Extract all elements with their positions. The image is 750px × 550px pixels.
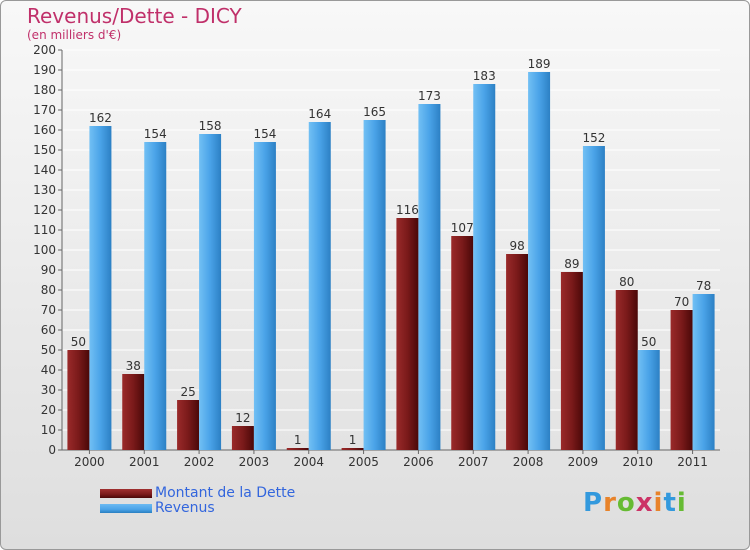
y-tick-label: 160	[33, 123, 56, 137]
data-label: 173	[418, 89, 441, 103]
y-tick-label: 50	[41, 343, 56, 357]
bar-dette	[396, 218, 419, 450]
bar-dette	[231, 426, 254, 450]
data-label: 50	[641, 335, 656, 349]
data-label: 158	[199, 119, 222, 133]
proxiti-logo: Proxiti	[583, 488, 687, 518]
data-label: 183	[473, 69, 496, 83]
logo-letter: i	[653, 488, 664, 518]
y-tick-label: 80	[41, 283, 56, 297]
data-label: 152	[582, 131, 605, 145]
y-tick-label: 100	[33, 243, 56, 257]
y-tick-label: 110	[33, 223, 56, 237]
logo-letter: P	[583, 488, 604, 518]
bar-revenus	[363, 120, 386, 450]
bar-revenus	[528, 72, 551, 450]
bar-dette	[67, 350, 90, 450]
y-tick-label: 130	[33, 183, 56, 197]
data-label: 1	[349, 433, 357, 447]
bar-dette	[560, 272, 583, 450]
bar-revenus	[418, 104, 441, 450]
data-label: 162	[89, 111, 112, 125]
bar-dette	[177, 400, 200, 450]
data-label: 164	[308, 107, 331, 121]
data-label: 98	[509, 239, 524, 253]
bar-revenus	[308, 122, 331, 450]
legend-label-dette: Montant de la Dette	[155, 485, 296, 501]
y-tick-label: 60	[41, 323, 56, 337]
bar-dette	[615, 290, 638, 450]
y-tick-label: 30	[41, 383, 56, 397]
x-tick-label: 2011	[677, 455, 708, 469]
data-label: 80	[619, 275, 634, 289]
y-tick-label: 90	[41, 263, 56, 277]
x-tick-label: 2000	[74, 455, 105, 469]
x-tick-label: 2001	[129, 455, 160, 469]
x-tick-label: 2002	[184, 455, 215, 469]
legend-swatch-revenus	[100, 504, 152, 513]
y-tick-label: 120	[33, 203, 56, 217]
y-tick-label: 200	[33, 43, 56, 57]
bar-dette	[506, 254, 529, 450]
y-tick-label: 40	[41, 363, 56, 377]
logo-letter: x	[635, 488, 654, 518]
data-label: 154	[253, 127, 276, 141]
bar-revenus	[637, 350, 660, 450]
bar-dette	[286, 448, 309, 450]
y-tick-label: 170	[33, 103, 56, 117]
y-tick-label: 190	[33, 63, 56, 77]
chart-subtitle: (en milliers d'€)	[27, 28, 122, 42]
x-tick-label: 2006	[403, 455, 434, 469]
data-label: 189	[528, 57, 551, 71]
bar-revenus	[89, 126, 112, 450]
bar-dette	[670, 310, 693, 450]
data-label: 12	[235, 411, 250, 425]
x-tick-label: 2003	[239, 455, 270, 469]
x-tick-label: 2010	[622, 455, 653, 469]
bar-revenus	[199, 134, 222, 450]
bar-dette	[341, 448, 364, 450]
bar-revenus	[692, 294, 715, 450]
data-label: 89	[564, 257, 579, 271]
data-label: 116	[396, 203, 419, 217]
data-label: 1	[294, 433, 302, 447]
logo-letter: t	[663, 488, 677, 518]
x-tick-label: 2005	[348, 455, 379, 469]
x-tick-label: 2007	[458, 455, 489, 469]
data-label: 154	[144, 127, 167, 141]
bar-revenus	[582, 146, 605, 450]
x-tick-label: 2004	[293, 455, 324, 469]
legend-swatch-dette	[100, 489, 152, 498]
data-label: 165	[363, 105, 386, 119]
data-label: 38	[126, 359, 141, 373]
y-tick-label: 180	[33, 83, 56, 97]
legend-label-revenus: Revenus	[155, 500, 215, 516]
data-label: 70	[674, 295, 689, 309]
x-tick-label: 2008	[513, 455, 544, 469]
chart-title: Revenus/Dette - DICY	[27, 4, 242, 28]
logo-letter: o	[616, 488, 636, 518]
bar-revenus	[144, 142, 167, 450]
x-tick-label: 2009	[568, 455, 599, 469]
bar-dette	[451, 236, 474, 450]
y-tick-label: 10	[41, 423, 56, 437]
data-label: 50	[71, 335, 86, 349]
data-label: 78	[696, 279, 711, 293]
logo-letter: i	[676, 488, 687, 518]
y-tick-label: 140	[33, 163, 56, 177]
bar-revenus	[253, 142, 276, 450]
bar-dette	[122, 374, 145, 450]
y-tick-label: 0	[48, 443, 56, 457]
data-label: 107	[451, 221, 474, 235]
y-tick-label: 70	[41, 303, 56, 317]
logo-letter: r	[603, 488, 617, 518]
data-label: 25	[180, 385, 195, 399]
y-tick-label: 20	[41, 403, 56, 417]
y-tick-label: 150	[33, 143, 56, 157]
bar-revenus	[473, 84, 496, 450]
